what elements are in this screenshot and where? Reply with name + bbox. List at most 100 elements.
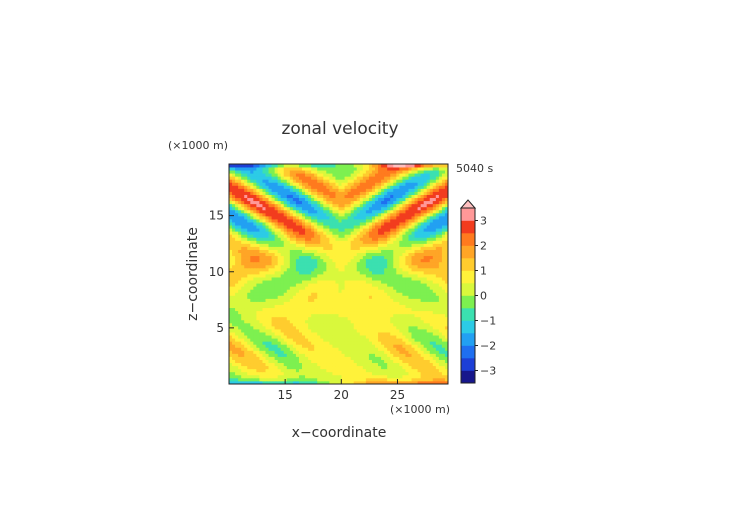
contour-cell bbox=[329, 203, 333, 208]
contour-cell bbox=[384, 246, 388, 250]
contour-cell bbox=[274, 228, 279, 232]
contour-cell bbox=[444, 270, 449, 275]
contour-cell bbox=[253, 200, 257, 205]
contour-cell bbox=[350, 377, 355, 382]
contour-cell bbox=[292, 359, 297, 364]
contour-cell bbox=[426, 176, 431, 180]
contour-cell bbox=[280, 283, 285, 287]
contour-cell bbox=[289, 203, 294, 208]
contour-cell bbox=[292, 283, 297, 287]
contour-cell bbox=[320, 310, 324, 315]
contour-cell bbox=[402, 267, 406, 272]
contour-cell bbox=[292, 200, 297, 205]
contour-cell bbox=[326, 341, 330, 345]
contour-cell bbox=[402, 356, 406, 360]
contour-cell bbox=[335, 176, 339, 180]
contour-cell bbox=[368, 310, 373, 315]
contour-cell bbox=[238, 316, 242, 321]
contour-cell bbox=[405, 280, 409, 284]
contour-cell bbox=[335, 261, 339, 266]
contour-cell bbox=[271, 246, 276, 250]
contour-cell bbox=[235, 170, 239, 174]
contour-cell bbox=[387, 197, 391, 202]
contour-cell bbox=[253, 212, 257, 217]
contour-cell bbox=[317, 225, 321, 229]
contour-cell bbox=[435, 341, 440, 345]
contour-cell bbox=[405, 270, 409, 275]
contour-cell bbox=[311, 215, 315, 220]
contour-cell bbox=[323, 228, 327, 232]
contour-cell bbox=[265, 286, 269, 290]
contour-cell bbox=[420, 365, 425, 370]
contour-cell bbox=[308, 231, 312, 235]
contour-cell bbox=[332, 344, 336, 348]
contour-cell bbox=[375, 173, 379, 177]
contour-cell bbox=[259, 338, 263, 342]
contour-cell bbox=[302, 185, 306, 189]
contour-cell bbox=[247, 231, 251, 235]
contour-cell bbox=[292, 313, 297, 318]
contour-cell bbox=[414, 338, 418, 342]
contour-cell bbox=[262, 182, 266, 186]
contour-cell bbox=[329, 176, 333, 180]
contour-cell bbox=[411, 292, 415, 296]
contour-cell bbox=[347, 243, 352, 247]
contour-cell bbox=[311, 225, 315, 229]
contour-cell bbox=[250, 325, 254, 330]
contour-cell bbox=[289, 264, 294, 269]
contour-cell bbox=[417, 249, 422, 254]
contour-cell bbox=[274, 322, 279, 327]
contour-cell bbox=[292, 249, 297, 254]
contour-cell bbox=[402, 277, 406, 281]
contour-cell bbox=[368, 182, 373, 186]
contour-cell bbox=[286, 289, 291, 293]
contour-cell bbox=[432, 179, 437, 183]
contour-cell bbox=[429, 292, 434, 296]
contour-cell bbox=[338, 347, 342, 351]
contour-cell bbox=[308, 283, 312, 287]
contour-cell bbox=[341, 274, 345, 278]
contour-cell bbox=[347, 228, 352, 232]
contour-cell bbox=[423, 212, 428, 217]
contour-cell bbox=[365, 240, 370, 244]
contour-cell bbox=[317, 313, 321, 318]
contour-cell bbox=[274, 188, 279, 192]
contour-cell bbox=[396, 255, 400, 260]
contour-cell bbox=[341, 335, 345, 339]
contour-cell bbox=[323, 304, 327, 309]
contour-cell bbox=[368, 338, 373, 342]
contour-cell bbox=[402, 295, 406, 299]
contour-cell bbox=[347, 255, 352, 260]
contour-cell bbox=[259, 261, 263, 266]
contour-cell bbox=[441, 380, 446, 385]
contour-cell bbox=[429, 335, 434, 339]
contour-cell bbox=[432, 286, 437, 290]
contour-cell bbox=[298, 304, 303, 309]
contour-cell bbox=[277, 359, 282, 364]
contour-cell bbox=[271, 292, 276, 296]
contour-cell bbox=[335, 225, 339, 229]
contour-cell bbox=[286, 173, 291, 177]
contour-cell bbox=[323, 206, 327, 211]
contour-cell bbox=[326, 219, 330, 223]
contour-cell bbox=[396, 225, 400, 229]
contour-cell bbox=[277, 246, 282, 250]
contour-cell bbox=[387, 252, 391, 257]
contour-cell bbox=[371, 316, 376, 321]
contour-cell bbox=[305, 319, 309, 324]
contour-cell bbox=[329, 185, 333, 189]
contour-cell bbox=[417, 267, 422, 272]
contour-cell bbox=[295, 200, 300, 205]
contour-cell bbox=[289, 301, 294, 305]
contour-cell bbox=[396, 200, 400, 205]
contour-cell bbox=[344, 277, 349, 281]
contour-cell bbox=[411, 255, 415, 260]
contour-cell bbox=[420, 237, 425, 241]
contour-cell bbox=[344, 237, 349, 241]
contour-cell bbox=[384, 304, 388, 309]
contour-cell bbox=[305, 286, 309, 290]
contour-cell bbox=[426, 261, 431, 266]
contour-cell bbox=[335, 200, 339, 205]
contour-cell bbox=[405, 228, 409, 232]
contour-cell bbox=[268, 298, 272, 302]
